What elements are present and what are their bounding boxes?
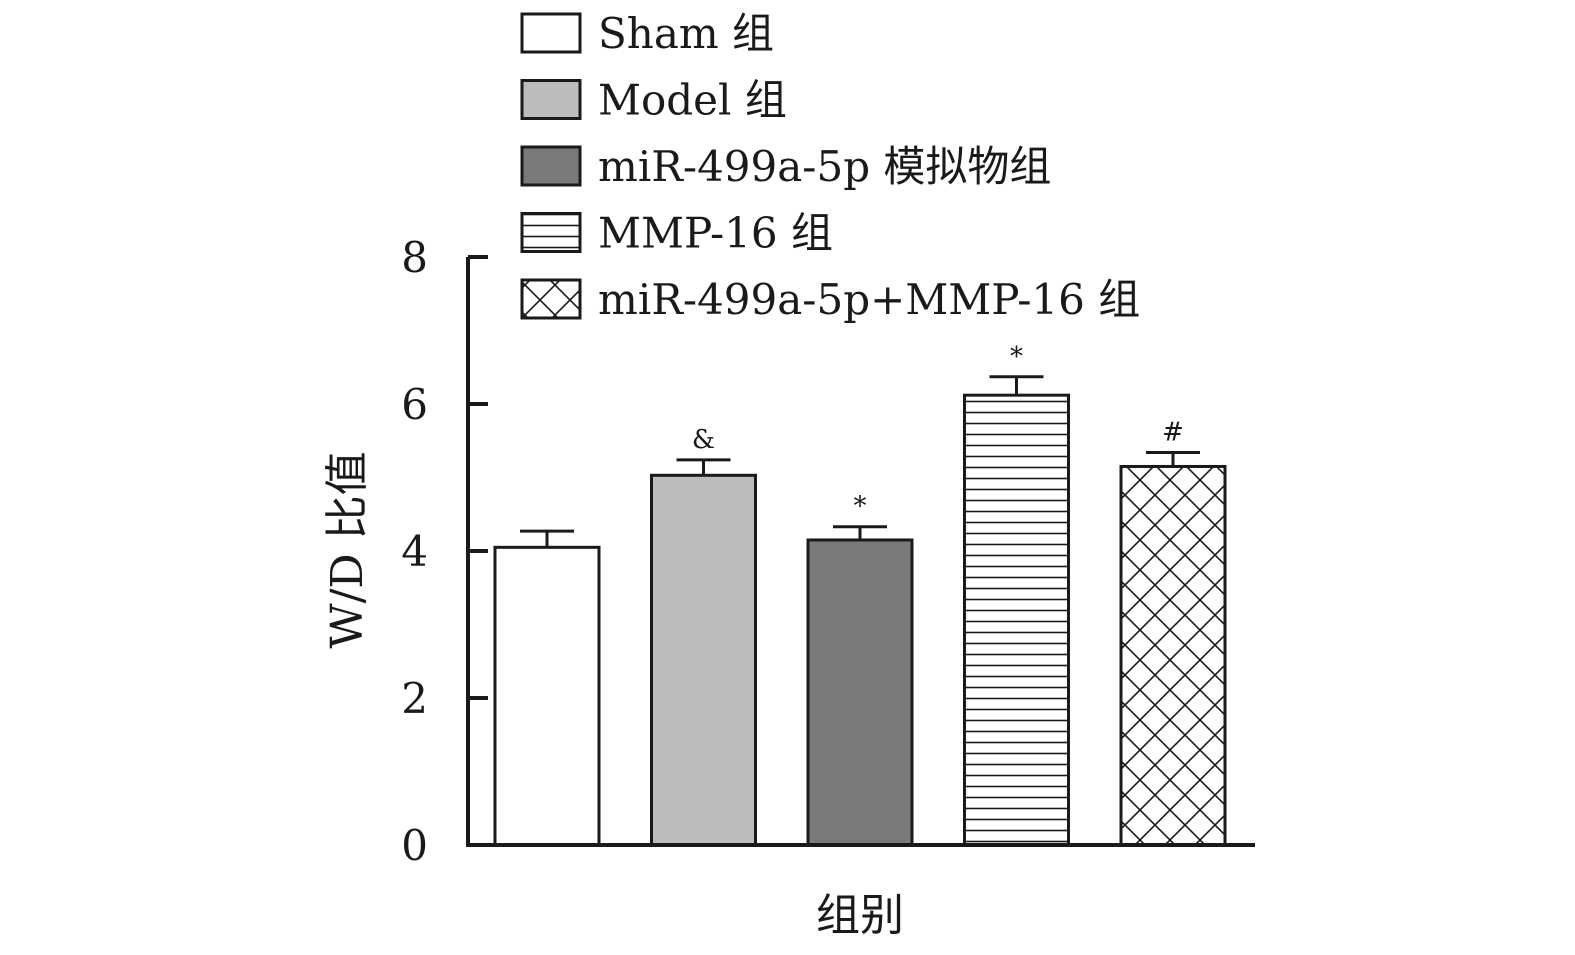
y-tick-label: 2 xyxy=(401,674,428,723)
y-tick-label: 0 xyxy=(401,821,428,870)
y-tick-label: 6 xyxy=(401,380,428,429)
legend-label: Model 组 xyxy=(598,76,787,125)
legend-swatch xyxy=(520,212,582,253)
bar-group: & xyxy=(650,425,757,847)
y-tick-label: 4 xyxy=(401,527,428,576)
legend: Sham 组 Model 组 miR-499a-5p 模拟物组 MMP-16 组 miR… xyxy=(520,9,1140,324)
bar-group xyxy=(493,529,601,847)
significance-label: & xyxy=(692,425,715,455)
legend-label: miR-499a-5p+MMP-16 组 xyxy=(598,275,1140,324)
legend-swatch xyxy=(520,278,582,320)
bar xyxy=(963,393,1070,847)
legend-swatch xyxy=(520,79,582,120)
significance-label: * xyxy=(1010,342,1023,372)
bar xyxy=(1119,464,1227,847)
x-axis-title: 组别 xyxy=(816,890,904,941)
legend-label: miR-499a-5p 模拟物组 xyxy=(598,142,1051,191)
bar xyxy=(493,545,601,847)
bar-group: * xyxy=(806,492,914,847)
bar-group: * xyxy=(963,342,1070,847)
significance-label: # xyxy=(1162,418,1184,448)
legend-item: miR-499a-5p+MMP-16 组 xyxy=(520,275,1140,324)
significance-label: * xyxy=(854,492,867,522)
legend-swatch xyxy=(520,12,582,54)
y-ticks: 0 2 4 6 8 xyxy=(401,233,488,870)
bar-group: # xyxy=(1119,418,1227,847)
legend-label: Sham 组 xyxy=(598,9,774,58)
y-tick-label: 8 xyxy=(401,233,428,282)
legend-item: Sham 组 xyxy=(520,9,774,58)
y-axis-title: W/D 比值 xyxy=(322,451,373,648)
legend-item: miR-499a-5p 模拟物组 xyxy=(520,142,1051,191)
bars: & * * # xyxy=(493,342,1227,847)
bar xyxy=(806,538,914,847)
legend-item: Model 组 xyxy=(520,76,787,125)
legend-item: MMP-16 组 xyxy=(520,209,833,258)
legend-swatch xyxy=(520,145,582,187)
bar xyxy=(650,473,757,847)
legend-label: MMP-16 组 xyxy=(598,209,833,258)
